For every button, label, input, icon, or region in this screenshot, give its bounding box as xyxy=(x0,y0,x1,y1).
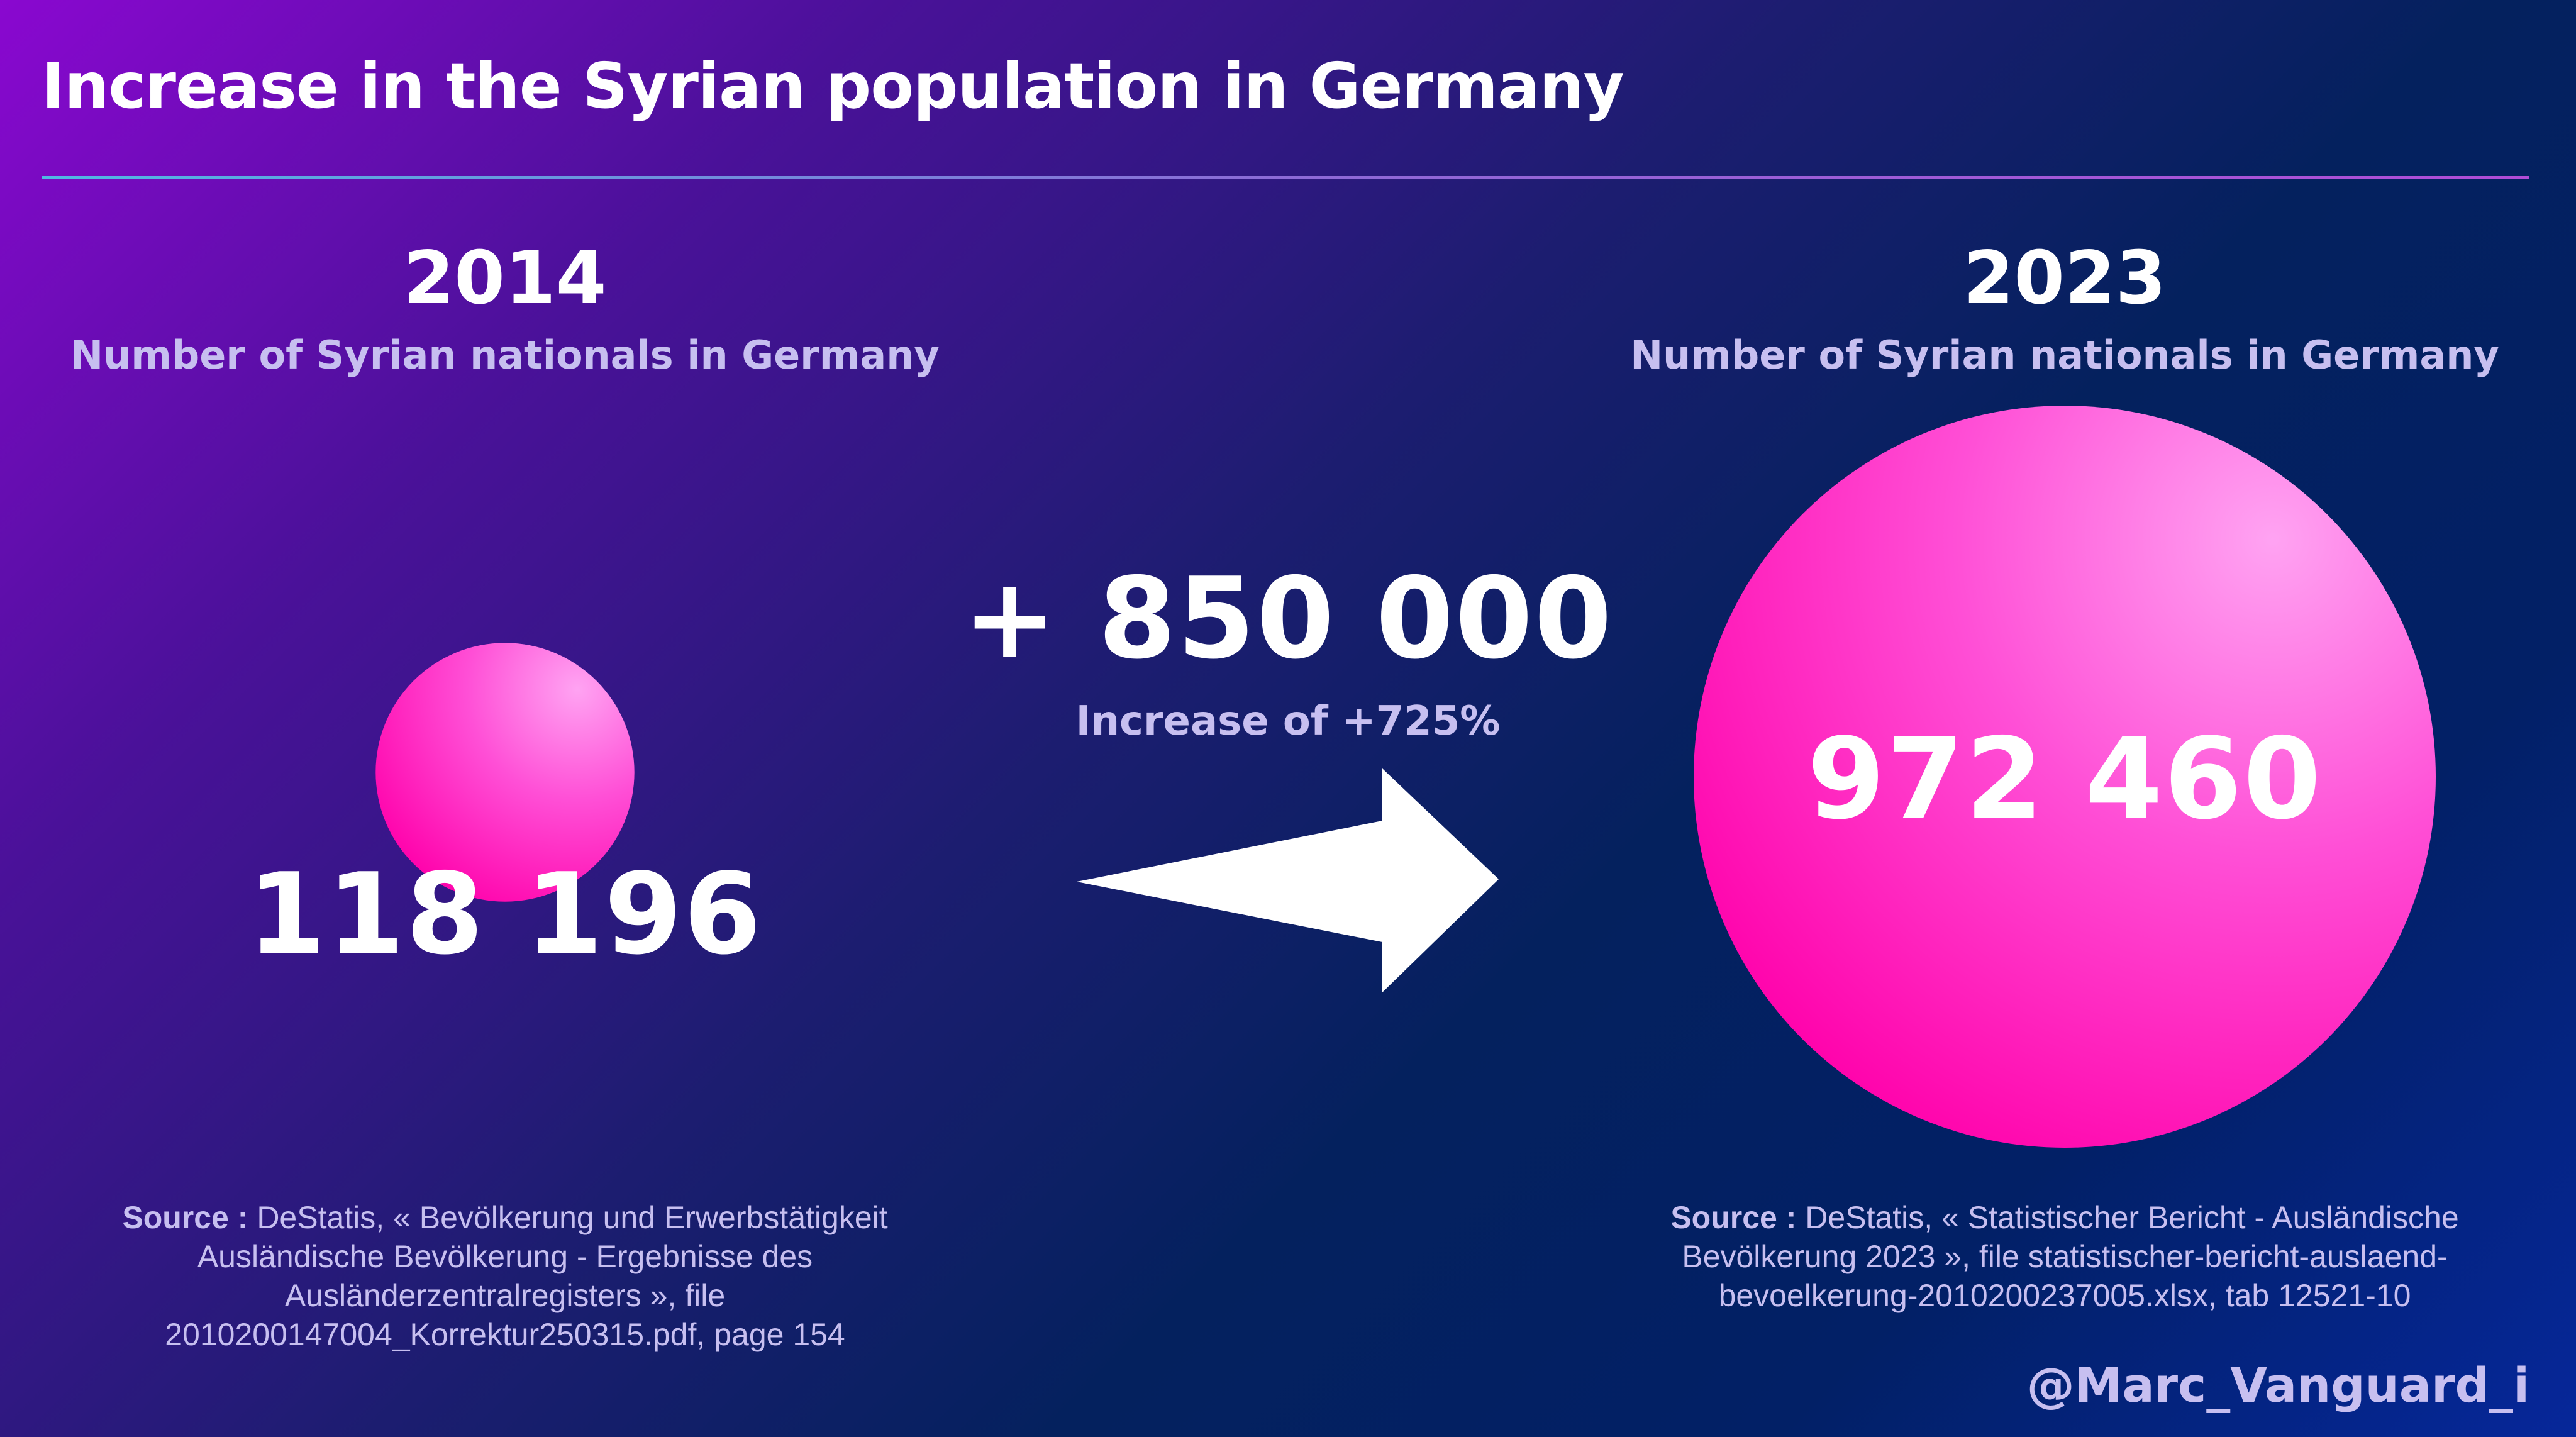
value-2014: 118 196 xyxy=(247,849,763,979)
increase-percent: Increase of +725% xyxy=(1075,698,1501,745)
bubble-2014 xyxy=(375,643,635,902)
subtitle-2014: Number of Syrian nationals in Germany xyxy=(70,332,940,378)
value-2023: 972 460 xyxy=(1807,714,2323,844)
source-2023-label: Source : xyxy=(1670,1200,1797,1235)
page-title: Increase in the Syrian population in Ger… xyxy=(42,49,1624,123)
increase-arrow-icon xyxy=(1077,768,1499,992)
source-2014-text: DeStatis, « Bevölkerung und Erwerbstätig… xyxy=(165,1200,888,1352)
source-2014: Source : DeStatis, « Bevölkerung und Erw… xyxy=(90,1198,920,1354)
year-2023-label: 2023 xyxy=(1963,236,2167,321)
title-divider xyxy=(42,176,2529,179)
subtitle-2023: Number of Syrian nationals in Germany xyxy=(1630,332,2499,378)
increase-absolute: + 850 000 xyxy=(962,553,1614,684)
source-2014-label: Source : xyxy=(122,1200,248,1235)
source-2023-text: DeStatis, « Statistischer Bericht - Ausl… xyxy=(1682,1200,2459,1313)
bubbles-group xyxy=(375,406,2436,1148)
author-handle: @Marc_Vanguard_i xyxy=(2026,1357,2529,1413)
bubble-2023 xyxy=(1694,406,2436,1148)
source-2023: Source : DeStatis, « Statistischer Beric… xyxy=(1650,1198,2480,1315)
year-2014-label: 2014 xyxy=(403,236,607,321)
